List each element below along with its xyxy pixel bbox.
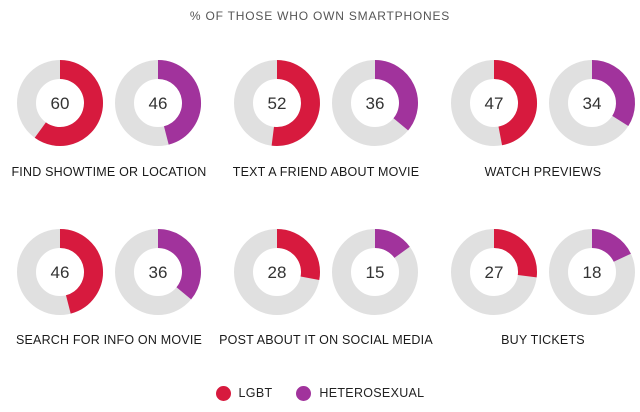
legend-label-heterosexual: HETEROSEXUAL — [319, 386, 425, 400]
legend-item-heterosexual: HETEROSEXUAL — [296, 385, 425, 401]
legend: LGBT HETEROSEXUAL — [0, 383, 640, 403]
donut-heterosexual-4: 15 — [332, 229, 418, 315]
data-label-lgbt: 47 — [485, 94, 504, 113]
data-label-heterosexual: 36 — [366, 94, 385, 113]
legend-item-lgbt: LGBT — [215, 385, 273, 401]
donut-arc-heterosexual — [374, 229, 410, 259]
donut-heterosexual-5: 18 — [549, 229, 635, 315]
donut-lgbt-5: 27 — [451, 229, 537, 315]
legend-label-lgbt: LGBT — [238, 386, 273, 400]
donut-arc-lgbt — [34, 60, 103, 146]
donut-arc-lgbt — [493, 229, 537, 278]
data-label-heterosexual: 36 — [149, 263, 168, 282]
donut-heterosexual-1: 36 — [332, 60, 418, 146]
donut-lgbt-3: 46 — [17, 229, 103, 315]
donut-arc-heterosexual — [591, 60, 635, 127]
category-label: WATCH PREVIEWS — [484, 165, 602, 179]
data-label-heterosexual: 46 — [149, 94, 168, 113]
donut-arc-lgbt — [271, 60, 320, 146]
donut-arc-heterosexual — [157, 60, 201, 145]
donut-lgbt-1: 52 — [234, 60, 320, 146]
data-label-heterosexual: 18 — [583, 263, 602, 282]
donut-lgbt-2: 47 — [451, 60, 538, 146]
category-label: POST ABOUT IT ON SOCIAL MEDIA — [219, 333, 433, 347]
donut-arc-lgbt — [59, 229, 103, 314]
data-label-lgbt: 27 — [485, 263, 504, 282]
category-label: TEXT A FRIEND ABOUT MOVIE — [232, 165, 420, 179]
donut-heterosexual-0: 46 — [115, 60, 201, 146]
data-label-lgbt: 46 — [51, 263, 70, 282]
donut-heterosexual-3: 36 — [115, 229, 201, 315]
category-label: FIND SHOWTIME OR LOCATION — [11, 165, 207, 179]
category-label: BUY TICKETS — [501, 333, 585, 347]
donut-arc-heterosexual — [591, 229, 631, 263]
chart-title: % OF THOSE WHO OWN SMARTPHONES — [189, 9, 451, 23]
data-label-lgbt: 60 — [51, 94, 70, 113]
data-label-lgbt: 52 — [268, 94, 287, 113]
category-label: SEARCH FOR INFO ON MOVIE — [15, 333, 203, 347]
donut-arc-heterosexual — [374, 60, 418, 131]
donut-heterosexual-2: 34 — [549, 60, 635, 146]
data-label-heterosexual: 15 — [366, 263, 385, 282]
legend-swatch-lgbt — [215, 385, 231, 401]
donut-lgbt-4: 28 — [234, 229, 320, 315]
donut-arc-lgbt — [493, 60, 538, 146]
donut-lgbt-0: 60 — [17, 60, 103, 146]
data-label-heterosexual: 34 — [583, 94, 602, 113]
data-label-lgbt: 28 — [268, 263, 287, 282]
donut-arc-heterosexual — [157, 229, 201, 300]
donut-arc-lgbt — [276, 229, 320, 281]
legend-swatch-heterosexual — [296, 385, 312, 401]
